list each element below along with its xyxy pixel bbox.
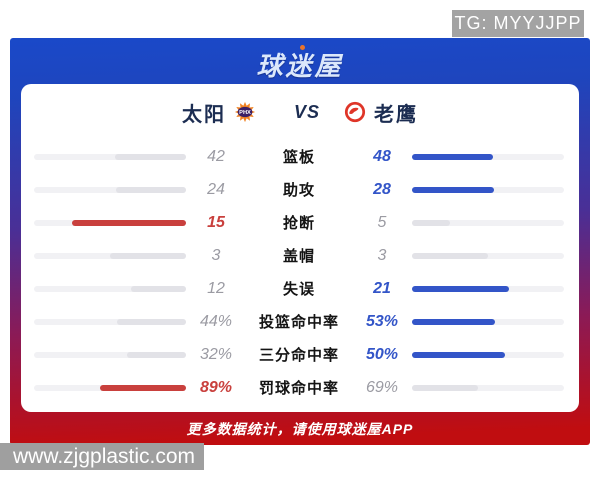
home-team-name: 太阳 bbox=[181, 103, 226, 126]
app-logo-text: 球迷屋 bbox=[256, 50, 344, 81]
tg-watermark: TG: MYYJJPP bbox=[452, 10, 584, 37]
away-stat-bar bbox=[412, 318, 564, 325]
footer-banner: 更多数据统计，请使用球迷屋APP bbox=[10, 412, 590, 445]
away-stat-bar-fill bbox=[412, 186, 494, 193]
vs-label: VS bbox=[293, 101, 320, 122]
home-stat-bar bbox=[34, 186, 186, 193]
stat-row: 3 盖帽 3 bbox=[21, 239, 579, 272]
home-stat-bar bbox=[34, 219, 186, 226]
away-stat-value: 50% bbox=[365, 345, 399, 363]
stat-label: 投篮命中率 bbox=[258, 314, 339, 331]
stat-row: 44% 投篮命中率 53% bbox=[21, 305, 579, 338]
away-stat-value: 21 bbox=[373, 279, 391, 297]
home-stat-bar bbox=[34, 252, 186, 259]
home-stat-bar bbox=[34, 153, 186, 160]
suns-phx-logo-icon: PHX bbox=[234, 101, 256, 123]
stat-label: 罚球命中率 bbox=[258, 380, 339, 397]
away-stat-value: 69% bbox=[365, 378, 399, 396]
footer-promo-text: 更多数据统计，请使用球迷屋APP bbox=[186, 420, 414, 437]
stat-row: 15 抢断 5 bbox=[21, 206, 579, 239]
stats-card: 球迷屋 太阳 PHX VS 老鹰 4 bbox=[10, 38, 590, 445]
away-stat-bar bbox=[412, 351, 564, 358]
site-watermark: www.zjgplastic.com bbox=[0, 443, 204, 470]
home-stat-bar bbox=[34, 318, 186, 325]
stat-label: 盖帽 bbox=[282, 248, 315, 265]
away-stat-value: 53% bbox=[365, 312, 399, 330]
stat-label: 三分命中率 bbox=[258, 347, 339, 364]
away-stat-bar bbox=[412, 285, 564, 292]
stats-list: 42 篮板 48 24 助攻 28 15 抢断 5 3 盖帽 3 12 失误 21 44% 投篮命中率 53% 32… bbox=[21, 140, 579, 404]
home-stat-bar bbox=[34, 285, 186, 292]
away-stat-value: 28 bbox=[373, 180, 391, 198]
svg-text:PHX: PHX bbox=[239, 110, 251, 116]
stats-panel: 太阳 PHX VS 老鹰 42 篮板 48 24 助攻 28 15 抢断 5 3 盖帽 3 12 失误 21… bbox=[21, 84, 579, 412]
home-stat-bar-fill bbox=[126, 351, 186, 358]
home-stat-bar-fill bbox=[72, 219, 186, 226]
home-stat-bar-fill bbox=[100, 384, 186, 391]
away-team-name: 老鹰 bbox=[374, 103, 418, 126]
stat-row: 89% 罚球命中率 69% bbox=[21, 371, 579, 404]
stat-label: 抢断 bbox=[282, 215, 315, 232]
away-stat-bar-fill bbox=[412, 351, 505, 358]
away-stat-bar-fill bbox=[412, 153, 494, 160]
stat-label: 失误 bbox=[282, 281, 315, 298]
home-stat-bar-fill bbox=[130, 285, 186, 292]
stat-row: 32% 三分命中率 50% bbox=[21, 338, 579, 371]
away-stat-bar-fill bbox=[412, 384, 479, 391]
home-stat-value: 15 bbox=[207, 213, 225, 231]
away-stat-value: 3 bbox=[377, 246, 387, 264]
away-stat-value: 5 bbox=[377, 213, 387, 231]
stat-row: 42 篮板 48 bbox=[21, 140, 579, 173]
home-stat-bar-fill bbox=[110, 252, 186, 259]
away-stat-bar-fill bbox=[412, 318, 495, 325]
away-stat-bar-fill bbox=[412, 285, 509, 292]
home-stat-value: 32% bbox=[199, 345, 233, 363]
away-stat-bar-fill bbox=[412, 252, 488, 259]
home-stat-value: 44% bbox=[199, 312, 233, 330]
home-stat-value: 42 bbox=[207, 147, 225, 165]
home-stat-bar bbox=[34, 384, 186, 391]
matchup-header: 太阳 PHX VS 老鹰 bbox=[21, 84, 579, 140]
stat-row: 24 助攻 28 bbox=[21, 173, 579, 206]
site-watermark-text: www.zjgplastic.com bbox=[13, 444, 196, 468]
home-stat-value: 12 bbox=[207, 279, 225, 297]
app-header: 球迷屋 bbox=[10, 44, 590, 83]
tg-watermark-text: TG: MYYJJPP bbox=[454, 13, 582, 33]
home-stat-value: 24 bbox=[207, 180, 225, 198]
stat-label: 篮板 bbox=[282, 149, 315, 166]
home-stat-bar-fill bbox=[115, 186, 186, 193]
away-stat-value: 48 bbox=[373, 147, 391, 165]
away-stat-bar-fill bbox=[412, 219, 450, 226]
home-stat-bar-fill bbox=[117, 318, 186, 325]
logo-accent-dot bbox=[300, 44, 306, 50]
away-stat-bar bbox=[412, 252, 564, 259]
away-stat-bar bbox=[412, 153, 564, 160]
away-stat-bar bbox=[412, 186, 564, 193]
away-stat-bar bbox=[412, 219, 564, 226]
home-stat-bar-fill bbox=[115, 153, 186, 160]
home-stat-bar bbox=[34, 351, 186, 358]
home-stat-value: 3 bbox=[211, 246, 221, 264]
home-stat-value: 89% bbox=[199, 378, 233, 396]
app-logo: 球迷屋 bbox=[256, 44, 344, 83]
away-stat-bar bbox=[412, 384, 564, 391]
stat-label: 助攻 bbox=[282, 182, 315, 199]
stat-row: 12 失误 21 bbox=[21, 272, 579, 305]
hawks-logo-icon bbox=[344, 101, 366, 123]
